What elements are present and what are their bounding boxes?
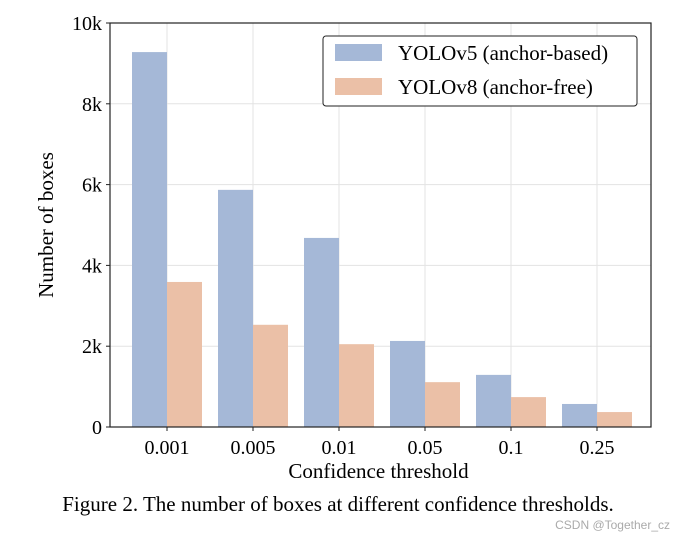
legend-box — [322, 35, 638, 107]
bar-yolov5-0.25 — [562, 403, 597, 427]
figure-caption: Figure 2. The number of boxes at differe… — [62, 492, 614, 516]
legend-swatch-yolov5 — [335, 44, 382, 61]
x-tick-label: 0.1 — [499, 437, 524, 459]
y-tick-label: 2k — [82, 336, 102, 358]
y-tick-label: 6k — [82, 175, 102, 197]
x-tick-label: 0.25 — [580, 437, 615, 459]
bar-yolov8-0.05 — [425, 382, 460, 427]
bar-yolov8-0.25 — [597, 412, 632, 427]
legend-label-yolov8: YOLOv8 (anchor-free) — [398, 75, 593, 99]
bar-yolov5-0.001 — [132, 52, 167, 427]
x-tick-label: 0.001 — [145, 437, 190, 459]
x-tick-label: 0.01 — [322, 437, 357, 459]
x-axis-label: Confidence threshold — [288, 459, 469, 483]
bar-yolov8-0.005 — [253, 324, 288, 427]
y-tick-label: 0 — [92, 417, 102, 439]
bar-yolov5-0.05 — [390, 340, 425, 427]
legend-swatch-yolov8 — [335, 78, 382, 95]
x-tick-label: 0.05 — [408, 437, 443, 459]
y-tick-label: 8k — [82, 94, 102, 116]
y-tick-label: 10k — [72, 13, 102, 35]
bar-yolov5-0.005 — [218, 189, 253, 427]
watermark: CSDN @Together_cz — [555, 518, 670, 532]
plot-frame — [109, 22, 652, 428]
bar-yolov8-0.001 — [167, 281, 202, 427]
y-axis-label: Number of boxes — [34, 152, 58, 298]
bar-yolov8-0.1 — [511, 397, 546, 427]
x-tick-label: 0.005 — [231, 437, 276, 459]
bar-yolov5-0.01 — [304, 237, 339, 427]
y-tick-label: 4k — [82, 255, 102, 277]
bar-yolov5-0.1 — [476, 374, 511, 427]
bar-yolov8-0.01 — [339, 344, 374, 427]
legend-label-yolov5: YOLOv5 (anchor-based) — [398, 41, 608, 65]
